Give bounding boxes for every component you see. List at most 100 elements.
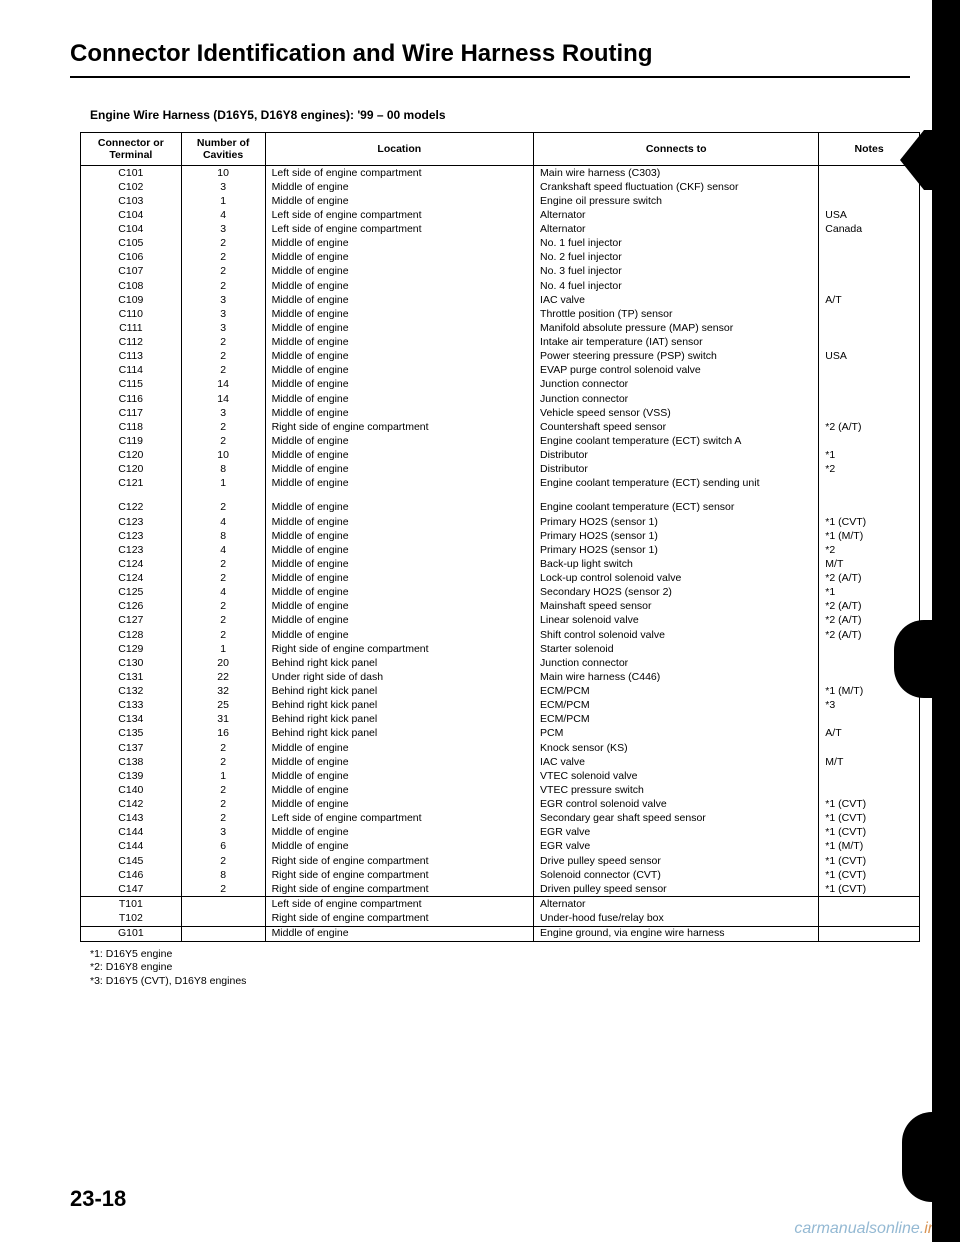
cell-cavities: 4 <box>181 543 265 557</box>
cell-cavities: 3 <box>181 826 265 840</box>
cell-connects: Intake air temperature (IAT) sensor <box>534 336 819 350</box>
cell-connector: C102 <box>81 180 182 194</box>
cell-cavities: 2 <box>181 812 265 826</box>
cell-notes <box>819 477 920 491</box>
cell-connector: C133 <box>81 699 182 713</box>
cell-cavities <box>181 912 265 927</box>
table-row: C1093Middle of engineIAC valveA/T <box>81 293 920 307</box>
cell-connects: Primary HO2S (sensor 1) <box>534 529 819 543</box>
cell-connects: Alternator <box>534 223 819 237</box>
cell-connects: Vehicle speed sensor (VSS) <box>534 406 819 420</box>
cell-connects: Engine oil pressure switch <box>534 194 819 208</box>
table-row: C13020Behind right kick panelJunction co… <box>81 656 920 670</box>
cell-notes <box>819 364 920 378</box>
cell-connects: No. 2 fuel injector <box>534 251 819 265</box>
cell-connector: C128 <box>81 628 182 642</box>
cell-location: Middle of engine <box>265 628 533 642</box>
cell-cavities: 2 <box>181 237 265 251</box>
cell-connects: Solenoid connector (CVT) <box>534 868 819 882</box>
page-number: 23-18 <box>70 1186 126 1212</box>
cell-location: Under right side of dash <box>265 670 533 684</box>
table-row: C1468Right side of engine compartmentSol… <box>81 868 920 882</box>
cell-connects: EGR valve <box>534 826 819 840</box>
cell-cavities: 3 <box>181 180 265 194</box>
cell-connects: Back-up light switch <box>534 557 819 571</box>
cell-notes <box>819 265 920 279</box>
cell-location: Middle of engine <box>265 307 533 321</box>
cell-notes: *2 (A/T) <box>819 572 920 586</box>
cell-connects: Alternator <box>534 208 819 222</box>
cell-connects: ECM/PCM <box>534 699 819 713</box>
cell-cavities: 2 <box>181 572 265 586</box>
cell-notes: *2 <box>819 463 920 477</box>
cell-location: Middle of engine <box>265 251 533 265</box>
cell-connector: C142 <box>81 798 182 812</box>
cell-connects: EGR valve <box>534 840 819 854</box>
cell-cavities: 3 <box>181 307 265 321</box>
cell-cavities: 2 <box>181 350 265 364</box>
cell-connects: Junction connector <box>534 656 819 670</box>
cell-location: Middle of engine <box>265 769 533 783</box>
table-body: C10110Left side of engine compartmentMai… <box>81 166 920 942</box>
table-row: C13516Behind right kick panelPCMA/T <box>81 727 920 741</box>
cell-connects: ECM/PCM <box>534 713 819 727</box>
table-row: C1122Middle of engineIntake air temperat… <box>81 336 920 350</box>
cell-notes: *2 <box>819 543 920 557</box>
table-row: C1234Middle of enginePrimary HO2S (senso… <box>81 543 920 557</box>
cell-cavities: 1 <box>181 194 265 208</box>
watermark: carmanualsonline.info <box>794 1220 950 1238</box>
cell-location: Right side of engine compartment <box>265 882 533 897</box>
table-row: C1238Middle of enginePrimary HO2S (senso… <box>81 529 920 543</box>
table-row: C1382Middle of engineIAC valveM/T <box>81 755 920 769</box>
th-cavities: Number of Cavities <box>181 133 265 166</box>
cell-location: Middle of engine <box>265 529 533 543</box>
cell-notes: A/T <box>819 727 920 741</box>
cell-connector: C126 <box>81 600 182 614</box>
table-row: C1043Left side of engine compartmentAlte… <box>81 223 920 237</box>
cell-connects: Under-hood fuse/relay box <box>534 912 819 927</box>
cell-connector: C143 <box>81 812 182 826</box>
cell-connector: C118 <box>81 420 182 434</box>
cell-cavities: 8 <box>181 463 265 477</box>
cell-cavities: 2 <box>181 265 265 279</box>
cell-location: Middle of engine <box>265 392 533 406</box>
cell-connector: C137 <box>81 741 182 755</box>
cell-connector: C119 <box>81 434 182 448</box>
cell-location: Middle of engine <box>265 783 533 797</box>
page-title: Connector Identification and Wire Harnes… <box>70 40 910 68</box>
cell-connector: C123 <box>81 529 182 543</box>
cell-connector: C123 <box>81 543 182 557</box>
table-row: C1432Left side of engine compartmentSeco… <box>81 812 920 826</box>
cell-connects: Junction connector <box>534 378 819 392</box>
cell-connector: C147 <box>81 882 182 897</box>
table-row: C1031Middle of engineEngine oil pressure… <box>81 194 920 208</box>
cell-connects: Engine coolant temperature (ECT) switch … <box>534 434 819 448</box>
cell-connects: Crankshaft speed fluctuation (CKF) senso… <box>534 180 819 194</box>
th-connector: Connector or Terminal <box>81 133 182 166</box>
cell-connects: Countershaft speed sensor <box>534 420 819 434</box>
cell-connects: Distributor <box>534 449 819 463</box>
cell-notes <box>819 741 920 755</box>
table-row: C1242Middle of engineLock-up control sol… <box>81 572 920 586</box>
cell-connector: C140 <box>81 783 182 797</box>
cell-cavities: 2 <box>181 251 265 265</box>
cell-cavities: 2 <box>181 434 265 448</box>
cell-connects: Main wire harness (C446) <box>534 670 819 684</box>
cell-location: Middle of engine <box>265 477 533 491</box>
cell-cavities <box>181 897 265 912</box>
cell-cavities: 2 <box>181 501 265 515</box>
cell-connects: ECM/PCM <box>534 685 819 699</box>
binding-ring-icon <box>894 620 960 698</box>
cell-location: Middle of engine <box>265 350 533 364</box>
cell-cavities: 10 <box>181 449 265 463</box>
cell-notes <box>819 307 920 321</box>
cell-connector: C138 <box>81 755 182 769</box>
cell-notes: M/T <box>819 557 920 571</box>
table-row: C1142Middle of engineEVAP purge control … <box>81 364 920 378</box>
cell-location: Middle of engine <box>265 336 533 350</box>
cell-connector: C124 <box>81 557 182 571</box>
cell-notes: *1 (CVT) <box>819 515 920 529</box>
cell-connects: Engine ground, via engine wire harness <box>534 926 819 941</box>
cell-notes: *1 (CVT) <box>819 882 920 897</box>
cell-notes: USA <box>819 208 920 222</box>
